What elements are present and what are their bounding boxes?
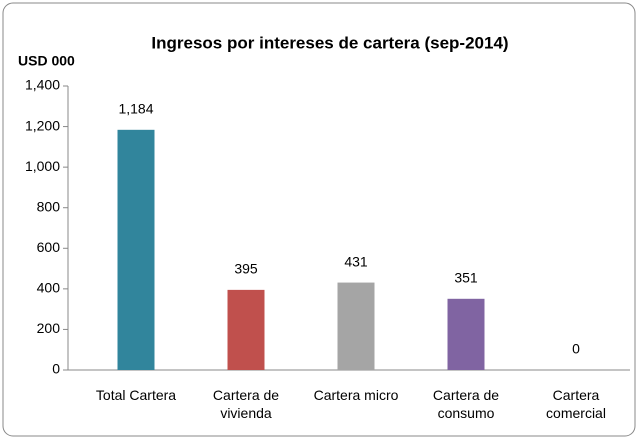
bar (447, 298, 485, 370)
y-tick-label: 0 (52, 361, 60, 377)
x-tick-label: Cartera de consumo (432, 387, 500, 421)
y-tick-label: 800 (37, 198, 61, 214)
bar (227, 289, 265, 370)
y-tick-label: 1,000 (25, 158, 60, 174)
value-label: 395 (234, 261, 258, 277)
y-tick-label: 1,200 (25, 117, 60, 133)
x-tick-label: Cartera micro (313, 387, 399, 403)
value-label: 351 (454, 270, 478, 286)
y-tick-label: 600 (37, 239, 61, 255)
bar (117, 129, 155, 370)
y-tick-label: 1,400 (25, 77, 60, 93)
x-tick-label: Cartera comercial (546, 387, 606, 421)
x-tick-label: Total Cartera (95, 387, 177, 403)
value-label: 431 (344, 253, 368, 269)
y-tick-label: 200 (37, 320, 61, 336)
value-label: 0 (572, 341, 580, 357)
chart-title: Ingresos por intereses de cartera (sep-2… (151, 33, 508, 52)
y-axis-label: USD 000 (18, 53, 75, 69)
value-label: 1,184 (118, 101, 153, 117)
x-tick-label: Cartera de vivienda (212, 387, 280, 421)
bar (337, 282, 375, 370)
y-tick-label: 400 (37, 280, 61, 296)
